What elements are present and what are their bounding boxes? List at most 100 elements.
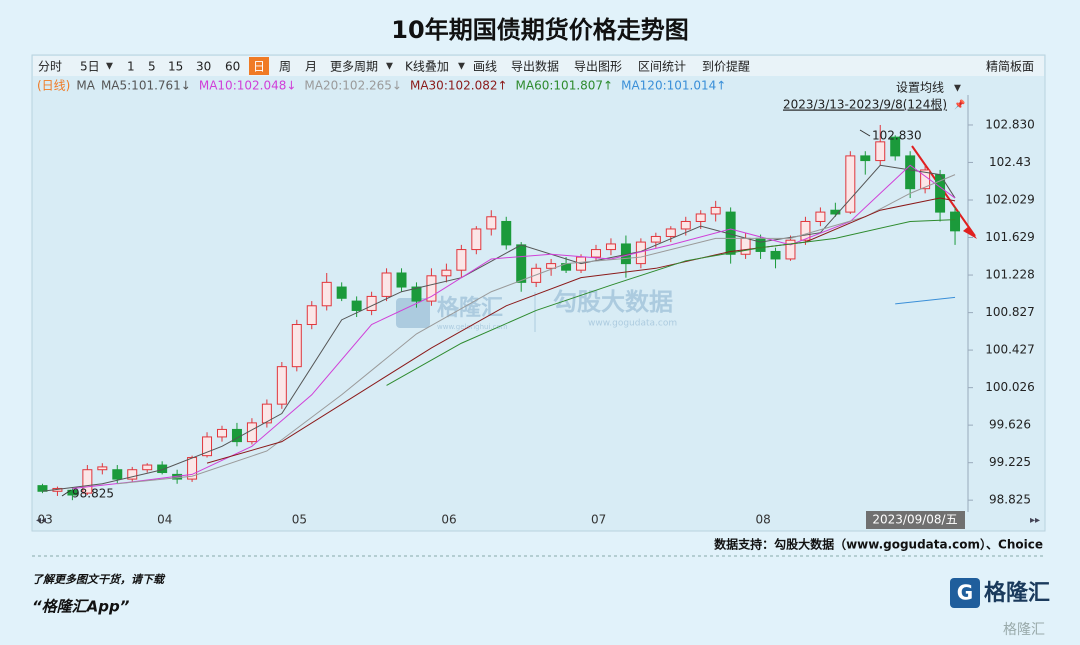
toolbar-item[interactable]: 画线 [473, 60, 497, 74]
x-tick-label: 04 [157, 513, 172, 527]
candle-body [67, 489, 78, 496]
low-pointer [61, 489, 72, 497]
candle-body [770, 250, 781, 260]
candle-body [276, 366, 287, 405]
ma-line [895, 296, 956, 305]
candle-body [261, 403, 272, 424]
y-tick-label: 101.228 [985, 268, 1035, 282]
candle-body [127, 469, 138, 480]
candle-body [546, 263, 557, 269]
candle-body [800, 220, 811, 241]
candle-body [336, 286, 347, 299]
candle-body [680, 220, 691, 230]
icon: ▼ [954, 84, 961, 94]
y-tick-label: 98.825 [989, 493, 1031, 507]
candle-body [591, 249, 601, 258]
dropdown-icons: ▼ ▼ ▼ ▼ 📌 [106, 62, 965, 111]
toolbar-item[interactable]: 日 [253, 60, 265, 74]
candle-body [202, 436, 213, 457]
candle-body [366, 295, 377, 311]
candle-body [815, 211, 826, 222]
legend-entry: MA5:101.761↓ [101, 79, 191, 93]
y-tick-label: 101.629 [985, 230, 1035, 244]
candle-body [501, 220, 512, 246]
candle-body [97, 466, 108, 471]
candle-body [441, 269, 452, 277]
candle-body [665, 228, 676, 237]
y-tick-label: 102.029 [985, 193, 1035, 207]
candle-body [456, 249, 467, 271]
ma-line [206, 197, 956, 464]
candle-body [890, 136, 901, 157]
title: 10年期国债期货价格走势图 [391, 16, 688, 44]
toolbar-item[interactable]: 月 [305, 60, 317, 74]
x-tick-label: 07 [591, 513, 606, 527]
trend-arrow-head [963, 226, 977, 239]
candle-body [845, 155, 856, 213]
chart-panel [31, 54, 1046, 532]
toolbar-item[interactable]: 1 [127, 60, 135, 74]
toolbar-item[interactable]: 更多周期 [330, 60, 378, 74]
toolbar-item[interactable]: 分时 [38, 60, 62, 74]
candle-body [82, 469, 93, 494]
toolbar-right[interactable]: 精简板面 [986, 60, 1034, 74]
candle-body [516, 244, 527, 283]
icon: ▼ [458, 62, 465, 72]
x-tick-label: 05 [292, 513, 307, 527]
toolbar-item[interactable]: 60 [225, 60, 240, 74]
scroll-left[interactable]: ◂◂ [36, 515, 46, 526]
toolbar [33, 56, 1044, 76]
y-tick-label: 99.225 [989, 455, 1031, 469]
candle-body [112, 469, 123, 480]
toolbar-item[interactable]: 周 [279, 60, 291, 74]
candle-body [411, 286, 422, 302]
candle-body [291, 324, 302, 368]
candle-body [950, 211, 961, 232]
toolbar-item[interactable]: 5 [148, 60, 156, 74]
ma-line [72, 164, 956, 489]
legend-prefix: MA [76, 79, 95, 93]
logo-text: 格隆汇 [984, 580, 1050, 606]
cursor-date-box [866, 511, 965, 529]
scroll-right[interactable]: ▸▸ [1030, 515, 1040, 526]
candle-body [426, 275, 437, 302]
toolbar-item[interactable]: K线叠加 [405, 60, 449, 74]
candle-body [246, 422, 257, 443]
candle-body [905, 155, 916, 190]
toolbar-item[interactable]: 30 [196, 60, 211, 74]
candle-body [695, 213, 706, 222]
ma-line [386, 219, 956, 386]
toolbar-item[interactable]: 5日 [80, 60, 100, 74]
candle-body [217, 428, 227, 438]
legend-entry: MA30:102.082↑ [410, 79, 508, 93]
candle-body [785, 239, 796, 260]
y-tick-label: 99.626 [989, 418, 1031, 432]
candle-body [860, 155, 871, 162]
x-tick-label: 08 [756, 513, 771, 527]
promo: 了解更多图文干货，请下载 [32, 573, 166, 586]
candle-body [381, 272, 392, 297]
toolbar-item[interactable]: 导出图形 [574, 60, 622, 74]
candle-body [605, 243, 616, 251]
candle-body [396, 272, 407, 288]
range-label: 2023/3/13-2023/9/8(124根) [783, 98, 947, 112]
toolbar-item[interactable]: 区间统计 [638, 60, 686, 74]
toolbar-item[interactable]: 到价提醒 [702, 59, 750, 74]
active-period [249, 57, 269, 75]
icon: 📌 [954, 99, 965, 111]
candle-body [755, 237, 766, 252]
y-tick-label: 100.026 [985, 380, 1035, 394]
candle-body [351, 300, 362, 311]
candle-body [306, 305, 317, 326]
ma-setting[interactable]: 设置均线 [896, 81, 944, 95]
candle-body [157, 464, 168, 474]
legend-entry: MA10:102.048↓ [199, 79, 297, 93]
toolbar-item[interactable]: 15 [168, 60, 183, 74]
low-label: 98.825 [72, 487, 114, 501]
source: 数据支持：勾股大数据（www.gogudata.com）、Choice [714, 537, 1043, 552]
high-label: 102.830 [872, 129, 922, 143]
watermark: 格隆汇 www.gelonghui.com 勾股大数据 www.gogudata… [396, 288, 677, 332]
toolbar-item[interactable]: 导出数据 [511, 59, 559, 74]
candle-body [321, 281, 332, 307]
